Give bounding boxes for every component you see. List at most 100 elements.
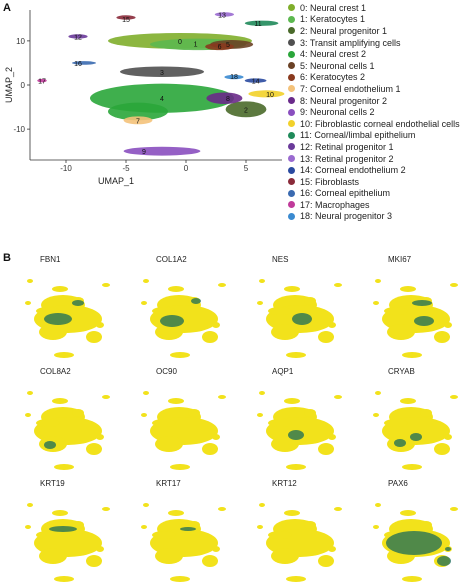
feature-title: KRT12 bbox=[272, 479, 297, 488]
feature-cluster-shape bbox=[152, 531, 176, 539]
legend-label: 5: Neuronal cells 1 bbox=[300, 60, 375, 71]
cluster-8-points bbox=[206, 92, 243, 104]
legend-label: 11: Corneal/limbal epithelium bbox=[300, 130, 416, 141]
legend-label: 18: Neural progenitor 3 bbox=[300, 211, 393, 222]
cluster-3-label: 3 bbox=[160, 70, 164, 77]
cluster-8-label: 8 bbox=[226, 96, 230, 103]
feature-cluster-shape bbox=[450, 283, 458, 287]
legend-swatch bbox=[288, 189, 295, 197]
feature-cluster-shape bbox=[212, 322, 220, 328]
feature-cluster-shape bbox=[402, 352, 422, 358]
feature-cluster-shape bbox=[202, 555, 218, 567]
legend-swatch bbox=[288, 97, 295, 105]
expression-high-region bbox=[49, 526, 77, 532]
legend-swatch bbox=[288, 155, 295, 163]
expression-high-region bbox=[191, 298, 201, 304]
cluster-16-label: 16 bbox=[74, 61, 82, 68]
legend-item-6: 6: Keratocytes 2 bbox=[288, 72, 474, 84]
feature-cluster-shape bbox=[259, 391, 265, 395]
feature-title: AQP1 bbox=[272, 367, 294, 376]
feature-title: COL8A2 bbox=[40, 367, 71, 376]
feature-cluster-shape bbox=[259, 503, 265, 507]
feature-cluster-shape bbox=[286, 576, 306, 582]
feature-cluster-shape bbox=[86, 443, 102, 455]
cluster-2-label: 2 bbox=[244, 107, 248, 114]
feature-cluster-shape bbox=[27, 279, 33, 283]
feature-embedding bbox=[25, 391, 110, 470]
panel-b-label: B bbox=[3, 252, 11, 264]
expression-high-region bbox=[414, 316, 434, 326]
cluster-13-label: 13 bbox=[218, 12, 226, 19]
feature-cluster-shape bbox=[155, 436, 183, 452]
feature-embedding bbox=[141, 391, 226, 470]
feature-plot-mki67: MKI67 bbox=[356, 255, 468, 361]
feature-cluster-shape bbox=[450, 395, 458, 399]
feature-plot-cryab: CRYAB bbox=[356, 367, 468, 473]
feature-cluster-shape bbox=[168, 398, 184, 404]
feature-embedding bbox=[25, 279, 110, 358]
legend-label: 15: Fibroblasts bbox=[300, 176, 360, 187]
feature-cluster-shape bbox=[52, 398, 68, 404]
feature-embedding bbox=[25, 503, 110, 582]
feature-plot-fbn1: FBN1 bbox=[8, 255, 120, 361]
cluster-1-label: 1 bbox=[194, 42, 198, 49]
feature-plot-col1a2: COL1A2 bbox=[124, 255, 236, 361]
legend-item-13: 13: Retinal progenitor 2 bbox=[288, 153, 474, 165]
cluster-15-label: 15 bbox=[122, 17, 130, 24]
cluster-12-label: 12 bbox=[74, 34, 82, 41]
feature-cluster-shape bbox=[257, 413, 263, 417]
feature-cluster-shape bbox=[334, 507, 342, 511]
cluster-16-points bbox=[72, 61, 96, 65]
feature-cluster-shape bbox=[143, 391, 149, 395]
feature-cluster-shape bbox=[102, 283, 110, 287]
legend-swatch bbox=[288, 73, 295, 81]
feature-cluster-shape bbox=[375, 391, 381, 395]
expression-high-region bbox=[410, 433, 422, 441]
legend-swatch bbox=[288, 143, 295, 151]
cluster-10-label: 10 bbox=[266, 92, 274, 99]
feature-cluster-shape bbox=[141, 525, 147, 529]
feature-cluster-shape bbox=[36, 307, 60, 315]
legend-swatch bbox=[288, 15, 295, 23]
legend-label: 17: Macrophages bbox=[300, 199, 370, 210]
feature-cluster-shape bbox=[36, 419, 60, 427]
feature-title: NES bbox=[272, 255, 289, 264]
feature-cluster-shape bbox=[202, 331, 218, 343]
legend-item-17: 17: Macrophages bbox=[288, 199, 474, 211]
feature-cluster-shape bbox=[155, 548, 183, 564]
feature-cluster-shape bbox=[168, 286, 184, 292]
legend-swatch bbox=[288, 27, 295, 35]
y-tick-label: 0 bbox=[21, 81, 26, 90]
feature-cluster-shape bbox=[218, 507, 226, 511]
cluster-3-points bbox=[120, 66, 204, 78]
expression-high-region bbox=[394, 439, 406, 447]
feature-cluster-shape bbox=[141, 301, 147, 305]
legend-label: 0: Neural crest 1 bbox=[300, 2, 367, 13]
expression-high-region bbox=[72, 300, 84, 306]
feature-cluster-shape bbox=[259, 279, 265, 283]
feature-cluster-shape bbox=[25, 525, 31, 529]
legend-label: 10: Fibroblastic corneal endothelial cel… bbox=[300, 118, 460, 129]
legend-item-7: 7: Corneal endothelium 1 bbox=[288, 83, 474, 95]
legend-label: 3: Transit amplifying cells bbox=[300, 37, 401, 48]
panel-a-label: A bbox=[3, 2, 11, 14]
feature-plot-grid: FBN1 COL1A2 NES MKI67 COL8A2 OC90 AQP1 CRYAB KRT… bbox=[0, 255, 474, 582]
feature-cluster-shape bbox=[202, 443, 218, 455]
feature-cluster-shape bbox=[373, 525, 379, 529]
expression-high-region bbox=[44, 441, 56, 449]
legend-item-11: 11: Corneal/limbal epithelium bbox=[288, 130, 474, 142]
feature-cluster-shape bbox=[318, 443, 334, 455]
feature-cluster-shape bbox=[152, 307, 176, 315]
cluster-18-points bbox=[224, 74, 244, 80]
legend-label: 14: Corneal endothelium 2 bbox=[300, 165, 406, 176]
cluster-2-points bbox=[225, 101, 267, 118]
feature-cluster-shape bbox=[212, 546, 220, 552]
feature-embedding bbox=[373, 391, 458, 470]
cluster-4-label: 4 bbox=[160, 96, 164, 103]
feature-cluster-shape bbox=[141, 413, 147, 417]
feature-cluster-shape bbox=[96, 434, 104, 440]
legend-swatch bbox=[288, 39, 295, 47]
expression-high-region bbox=[160, 315, 184, 327]
feature-cluster-shape bbox=[96, 546, 104, 552]
